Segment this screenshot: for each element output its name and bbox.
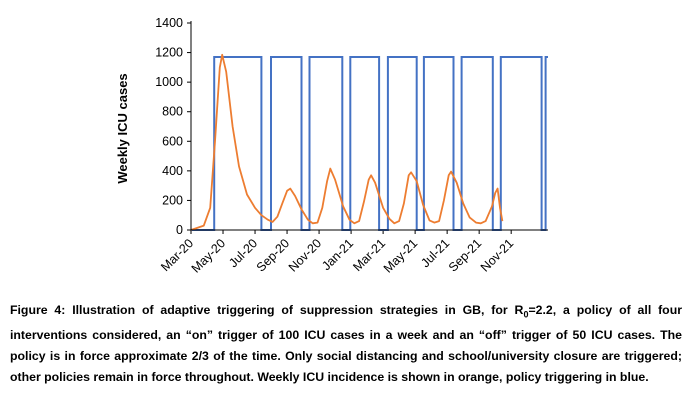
y-tick-label: 1000: [155, 75, 183, 89]
chart-figure: 0 200 400 600 800 1000 1200 1400 Mar-20 May-20 Ju…: [115, 16, 548, 276]
line-chart: 0 200 400 600 800 1000 1200 1400 Mar-20May-20Ju…: [115, 16, 548, 276]
x-tick-label: May-21: [381, 236, 420, 275]
y-tick-label: 800: [162, 105, 183, 119]
x-tick-label: Sep-20: [254, 236, 292, 274]
series-layer: [190, 53, 548, 231]
y-tick-label: 0: [176, 223, 183, 237]
y-tick-label: 200: [162, 193, 183, 207]
x-tick-label: Nov-21: [478, 236, 516, 274]
y-tick-label: 600: [162, 134, 183, 148]
y-axis-title: Weekly ICU cases: [115, 73, 130, 183]
y-tick-label: 1200: [155, 46, 183, 60]
x-tick-label: May-20: [189, 236, 228, 275]
x-axis-ticks: Mar-20May-20Jul-20Sep-20Nov-20Jan-21Mar-…: [158, 230, 516, 276]
figure-caption: Figure 4: Illustration of adaptive trigg…: [10, 300, 682, 388]
x-tick-label: Jan-21: [319, 236, 356, 273]
y-axis-ticks: 0 200 400 600 800 1000 1200 1400: [155, 16, 191, 237]
caption-suffix: =2.2, a policy of all four interventions…: [10, 303, 682, 385]
y-tick-label: 400: [162, 164, 183, 178]
caption-prefix: Figure 4: Illustration of adaptive trigg…: [10, 303, 524, 317]
x-tick-label: Sep-21: [446, 236, 484, 274]
y-tick-label: 1400: [155, 16, 183, 30]
policy-trigger-line: [191, 56, 548, 231]
x-tick-label: Nov-20: [286, 236, 324, 274]
caption-subscript: 0: [523, 309, 529, 320]
icu-cases-line: [190, 53, 504, 231]
